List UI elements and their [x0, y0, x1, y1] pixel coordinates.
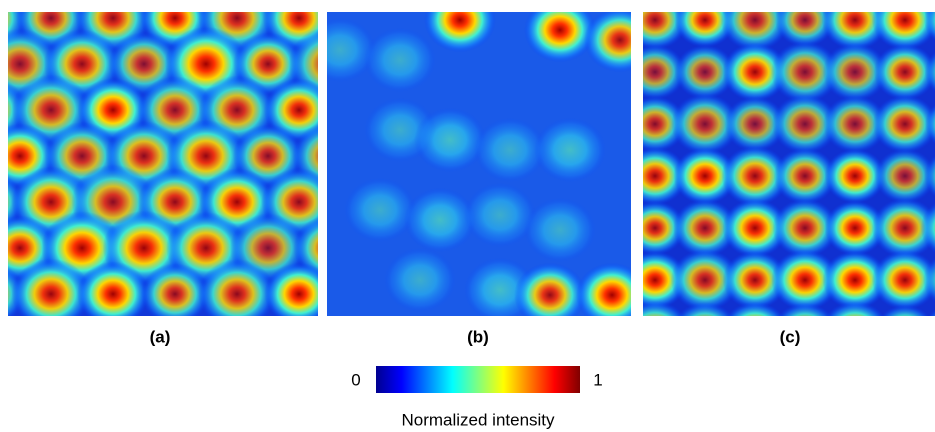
intensity-spot	[674, 12, 736, 48]
intensity-spot	[922, 257, 935, 303]
intensity-spot	[414, 107, 486, 173]
colorbar-title: Normalized intensity	[401, 410, 555, 429]
intensity-spot	[721, 145, 789, 207]
intensity-spot	[722, 42, 788, 102]
intensity-spot	[643, 44, 686, 100]
intensity-spot	[825, 301, 885, 316]
intensity-spot	[474, 117, 546, 183]
intensity-spot	[671, 93, 739, 155]
intensity-spot	[822, 42, 888, 102]
intensity-spot	[670, 249, 740, 311]
panel-label: (c)	[780, 327, 801, 346]
colorbar-min: 0	[351, 370, 360, 389]
intensity-spot	[880, 304, 930, 316]
intensity-spot	[720, 12, 790, 52]
intensity-spot	[771, 94, 839, 154]
intensity-spot	[924, 103, 935, 145]
intensity-spot	[770, 41, 840, 103]
intensity-spot	[771, 249, 839, 311]
intensity-spot	[874, 148, 935, 204]
intensity-spot	[198, 259, 276, 316]
intensity-spot	[923, 12, 935, 42]
intensity-spot	[643, 300, 685, 316]
intensity-spot	[76, 261, 150, 316]
intensity-spot	[920, 202, 935, 254]
intensity-spot	[674, 44, 736, 100]
intensity-spot	[724, 96, 786, 152]
intensity-spot	[344, 177, 416, 243]
intensity-spot	[773, 147, 837, 205]
panel-label: (a)	[150, 327, 171, 346]
intensity-spot	[404, 187, 476, 253]
intensity-spot	[264, 262, 318, 316]
intensity-spot	[464, 182, 536, 248]
intensity-spot	[722, 250, 788, 310]
heatmap-a	[8, 12, 318, 316]
intensity-spot	[643, 200, 686, 256]
intensity-spot	[871, 12, 935, 50]
heatmap-b	[327, 12, 631, 316]
intensity-spot	[928, 309, 935, 316]
intensity-spot	[524, 12, 596, 63]
intensity-spot	[822, 95, 888, 153]
intensity-spot	[643, 146, 688, 206]
intensity-spot	[673, 147, 737, 205]
intensity-spot	[584, 12, 631, 73]
panel-label: (b)	[467, 327, 489, 346]
intensity-spot	[524, 197, 596, 263]
intensity-spot	[672, 199, 738, 257]
intensity-spot	[871, 250, 935, 310]
intensity-spot	[871, 198, 935, 258]
intensity-spot	[824, 200, 886, 256]
intensity-spot	[777, 302, 833, 316]
intensity-spot	[873, 43, 935, 101]
intensity-spot	[924, 51, 935, 93]
intensity-spot	[722, 198, 788, 258]
intensity-spot	[924, 154, 935, 198]
intensity-spot	[872, 94, 935, 154]
intensity-spot	[772, 198, 838, 258]
intensity-spot	[364, 27, 436, 93]
intensity-spot	[774, 12, 836, 48]
intensity-spot	[140, 263, 210, 316]
colorbar	[376, 366, 580, 393]
intensity-spot	[514, 262, 586, 316]
intensity-spot	[534, 117, 606, 183]
intensity-spot	[824, 148, 886, 204]
intensity-spot	[676, 302, 734, 316]
intensity-spot	[384, 247, 456, 313]
intensity-spot	[576, 262, 631, 316]
intensity-spot	[726, 301, 784, 316]
intensity-spot	[11, 258, 91, 316]
intensity-spot	[424, 12, 496, 53]
intensity-spot	[327, 17, 376, 83]
heatmap-c	[643, 12, 935, 316]
colorbar-max: 1	[593, 370, 602, 389]
intensity-spot	[822, 250, 888, 310]
